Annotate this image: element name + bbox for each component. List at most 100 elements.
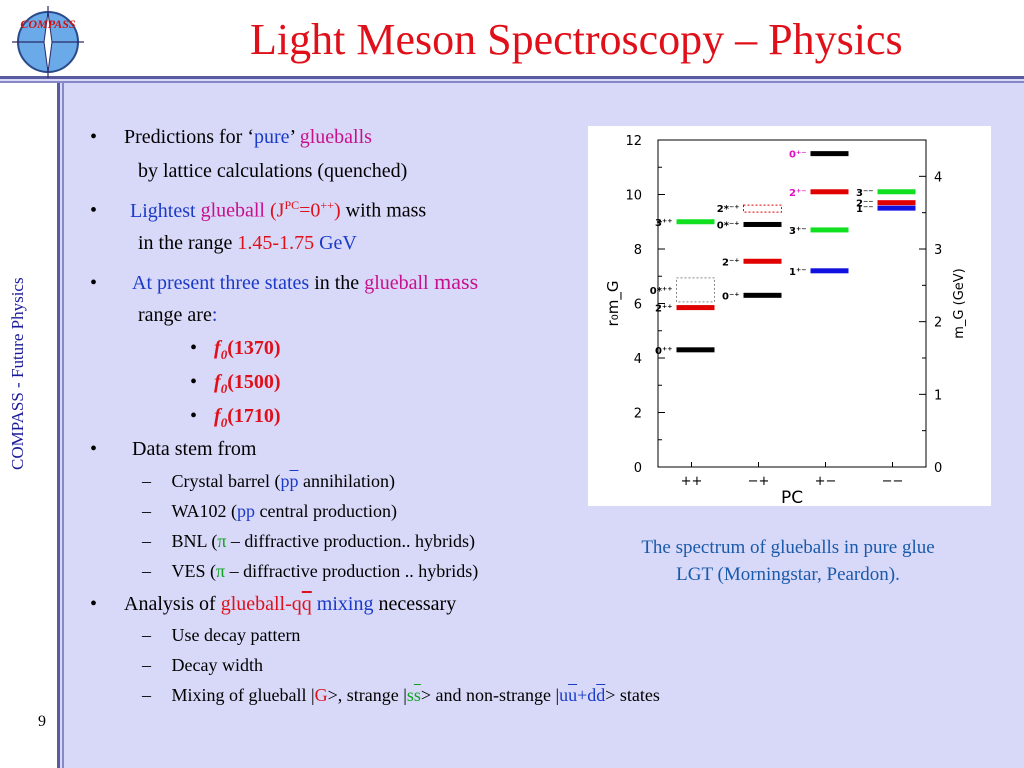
bullet-3: • At present three states in the gluebal… (90, 269, 478, 295)
level-bar (810, 189, 849, 195)
level-error-box (676, 277, 715, 303)
right-tick-label: 1 (934, 388, 942, 403)
sub7-pre: Mixing of glueball | (171, 685, 315, 705)
bullet-glyph: • (190, 405, 198, 427)
level-label: 3⁻⁻ (856, 188, 874, 199)
b5-post: necessary (373, 593, 457, 615)
category-label: +− (815, 474, 837, 489)
sub7-plus: +d (577, 685, 597, 705)
b3-range-are: range are (138, 304, 212, 326)
state-val: (1710) (227, 405, 281, 427)
b1-pre: Predictions for ‘ (124, 126, 254, 148)
state-f: f (214, 337, 221, 359)
level-label: 3⁺⁻ (789, 226, 807, 237)
y-right-label: m_G (GeV) (952, 268, 967, 338)
sub3-pi: π (217, 531, 227, 551)
state-sub: 0 (220, 381, 228, 396)
b1-line2: by lattice calculations (quenched) (138, 160, 408, 182)
level-label: 0⁺⁺ (655, 346, 673, 357)
b2-sup2: ++ (320, 198, 334, 212)
sidebar-topic: Future Physics (8, 277, 27, 379)
state-f: f (214, 405, 221, 427)
bullet-glyph: • (90, 126, 98, 148)
sub5-text: Use decay pattern (171, 625, 301, 645)
sub4-pi: π (216, 561, 226, 581)
sidebar-footer-text: COMPASS - Future Physics (8, 277, 28, 470)
b2-close: ) (333, 199, 341, 222)
sub7-mid: >, strange | (327, 685, 407, 705)
sub1-pre: Crystal barrel ( (171, 471, 281, 491)
sub4-pre: VES ( (171, 561, 217, 581)
sub1-p: p (280, 471, 290, 491)
left-tick-label: 10 (625, 189, 642, 204)
b4-text: Data stem from (132, 438, 257, 460)
b2-val: =0 (299, 199, 321, 222)
b2-unit: GeV (314, 232, 357, 254)
state-item: • f0(1370) (190, 337, 281, 363)
sub7-dbar: d (596, 685, 606, 705)
level-bar (810, 268, 849, 274)
page-number: 9 (38, 713, 46, 730)
x-axis-label: PC (781, 488, 803, 506)
bullet-1: • Predictions for ‘pure’ glueballs (90, 126, 372, 149)
dash-glyph: – (142, 561, 151, 581)
level-label: 0⁻⁺ (722, 291, 740, 302)
state-item: • f0(1710) (190, 405, 281, 431)
b2-post: with mass (340, 199, 427, 222)
dash-glyph: – (142, 471, 151, 491)
b3-mass: mass (428, 269, 479, 294)
level-bar (877, 189, 916, 195)
dash-glyph: – (142, 501, 151, 521)
caption-line-2: LGT (Morningstar, Peardon). (676, 564, 900, 585)
b3-in: in the (309, 272, 365, 294)
left-tick-label: 6 (634, 298, 642, 313)
sub7-G: G (314, 685, 328, 705)
sub1-post: annihilation) (298, 471, 395, 491)
state-val: (1500) (227, 371, 281, 393)
b2-line2: in the range 1.45-1.75 GeV (138, 232, 357, 255)
right-tick-label: 2 (934, 316, 942, 331)
sub7-mid2: > and non-strange | (420, 685, 560, 705)
sub-item: – WA102 (pp central production) (142, 501, 397, 522)
b2-range-pre: in the range (138, 232, 238, 254)
bullet-5: • Analysis of glueball-qq mixing necessa… (90, 593, 456, 616)
bullet-glyph: • (190, 371, 198, 393)
level-label: 0*⁻⁺ (717, 220, 740, 231)
b3-glueball: glueball (364, 272, 429, 294)
level-bar (743, 221, 782, 227)
dash-glyph: – (142, 625, 151, 645)
glueball-spectrum-chart: 0 2 4 6 8 10 12 0 1 2 3 4 ++ −+ +− −− PC r₀m_G m_G (GeV) 0⁺… (588, 112, 991, 508)
left-tick-label: 2 (634, 407, 642, 422)
level-label: 1⁻⁻ (856, 204, 874, 215)
category-label: −− (882, 474, 904, 489)
level-bar (676, 305, 715, 311)
level-bar (810, 227, 849, 233)
b1-glueballs: glueballs (299, 126, 372, 148)
logo-text: COMPASS (20, 17, 75, 31)
b1-post: ’ (289, 126, 300, 148)
caption-line-1: The spectrum of glueballs in pure glue (641, 537, 935, 558)
sub7-u: u (559, 685, 569, 705)
b3-colon: : (211, 304, 218, 326)
level-label: 1⁺⁻ (789, 267, 807, 278)
chart-caption: The spectrum of glueballs in pure glue L… (588, 534, 988, 588)
left-tick-label: 12 (625, 134, 642, 149)
sub-item: – Use decay pattern (142, 625, 300, 646)
left-rule (57, 83, 60, 768)
left-tick-label: 4 (634, 352, 642, 367)
b5-glueball-q: glueball-q (220, 593, 302, 615)
sidebar-org: COMPASS - (8, 378, 27, 470)
level-bar (810, 151, 849, 157)
left-tick-label: 0 (634, 461, 642, 476)
b2-range: 1.45-1.75 (237, 232, 315, 254)
b2-jpc: (J (265, 199, 285, 222)
sub4-post: – diffractive production .. hybrids) (225, 561, 479, 581)
bullet-glyph: • (190, 337, 198, 359)
bullet-glyph: • (90, 593, 98, 615)
b2-glueball: glueball (200, 199, 265, 222)
level-label: 2⁺⁺ (655, 304, 673, 315)
sub3-post: – diffractive production.. hybrids) (226, 531, 476, 551)
right-tick-label: 3 (934, 243, 942, 258)
dash-glyph: – (142, 655, 151, 675)
